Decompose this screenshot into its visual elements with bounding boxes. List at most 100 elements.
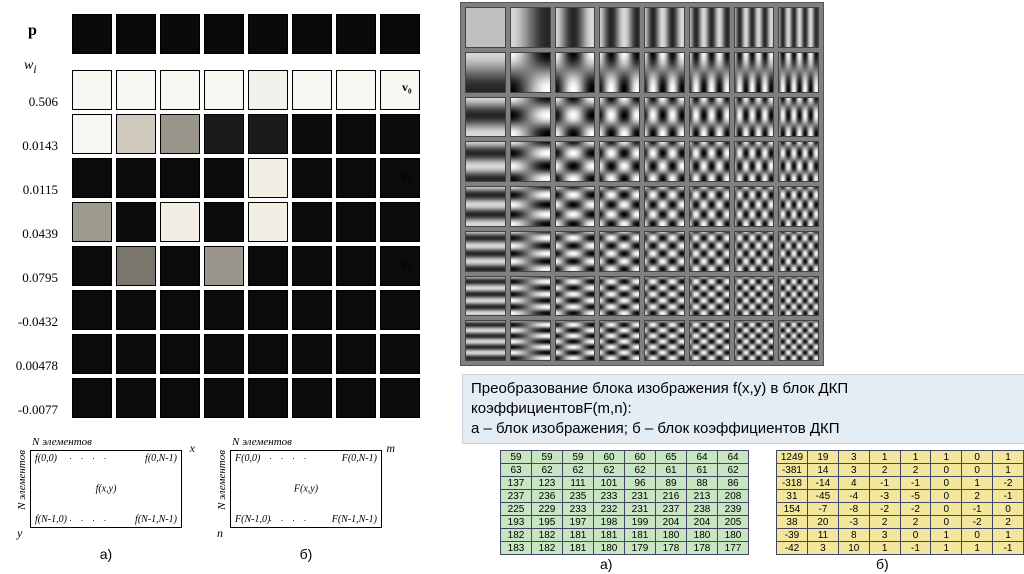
caption-line3: а – блок изображения; б – блок коэффицие… [471, 420, 840, 437]
table-green: 5959596060656464636262626261616213712311… [500, 450, 749, 555]
dct-tile [778, 52, 819, 93]
table-cell: 2 [900, 464, 931, 477]
table-cell: -45 [807, 490, 838, 503]
dct-tile [555, 276, 596, 317]
dct-tile [689, 231, 730, 272]
basis-cell [204, 246, 244, 286]
row-label-v2: v₂ [402, 168, 412, 183]
dct-tile [644, 141, 685, 182]
basis-cell [204, 334, 244, 374]
table-cell: 3 [838, 464, 869, 477]
dct-tile [644, 97, 685, 138]
table-cell: 1 [993, 529, 1024, 542]
basis-cell [248, 378, 288, 418]
table-cell: -381 [777, 464, 808, 477]
table-cell: 19 [807, 451, 838, 464]
basis-cell [72, 290, 112, 330]
basis-cell [336, 334, 376, 374]
basis-cell [380, 334, 420, 374]
table-cell: 180 [718, 529, 749, 542]
basis-cell [292, 290, 332, 330]
table-cell: 1 [931, 529, 962, 542]
table-cell: 2 [993, 516, 1024, 529]
table-row: -38114322001 [777, 464, 1024, 477]
basis-cell [336, 70, 376, 110]
table-cell: 2 [869, 464, 900, 477]
table-cell: 2 [962, 490, 993, 503]
table-cell: 235 [563, 490, 594, 503]
dct-tile [465, 276, 506, 317]
table-row: 225229233232231237238239 [501, 503, 749, 516]
dct-tile [778, 141, 819, 182]
weight-value: -0.0077 [6, 388, 58, 432]
table-row: 3820-3220-22 [777, 516, 1024, 529]
basis-grid [72, 70, 420, 422]
basis-cell [336, 114, 376, 154]
table-cell: 64 [718, 451, 749, 464]
table-cell: 0 [993, 503, 1024, 516]
table-cell: 225 [501, 503, 532, 516]
table-cell: -1 [962, 503, 993, 516]
dct-tile [599, 186, 640, 227]
table-row: 13712311110196898886 [501, 477, 749, 490]
table-cell: 1 [869, 451, 900, 464]
table-cell: 229 [532, 503, 563, 516]
basis-row [72, 378, 420, 418]
table-cell: 236 [532, 490, 563, 503]
table-cell: 101 [594, 477, 625, 490]
basis-cell [116, 202, 156, 242]
table-cell: -14 [807, 477, 838, 490]
dct-tile [599, 52, 640, 93]
dct-tile [778, 97, 819, 138]
basis-cell [116, 378, 156, 418]
dct-tile [644, 7, 685, 48]
p-cell [72, 14, 112, 54]
table-row: 6362626262616162 [501, 464, 749, 477]
dct-tile [689, 141, 730, 182]
dct-tile [510, 7, 551, 48]
p-cell [336, 14, 376, 54]
basis-row [72, 290, 420, 330]
basis-cell [248, 246, 288, 286]
table-cell: 1 [931, 451, 962, 464]
basis-cell [72, 158, 112, 198]
table-cell: -1 [993, 542, 1024, 555]
dct-tile [555, 52, 596, 93]
dct-tile [599, 141, 640, 182]
p-cell [116, 14, 156, 54]
row-label-v0: v₀ [402, 80, 412, 95]
weight-value: 0.0795 [6, 256, 58, 300]
dct-tile [555, 141, 596, 182]
table-cell: 204 [687, 516, 718, 529]
table-cell: 0 [931, 503, 962, 516]
table-cell: 0 [931, 464, 962, 477]
basis-cell [248, 334, 288, 374]
table-cell: 1 [869, 542, 900, 555]
table-cell: -7 [807, 503, 838, 516]
basis-cell [292, 158, 332, 198]
dct-tile [734, 141, 775, 182]
table-row: -3911830101 [777, 529, 1024, 542]
table-cell: 177 [718, 542, 749, 555]
table-cell: 59 [501, 451, 532, 464]
table-cell: 180 [656, 529, 687, 542]
table-cell: 14 [807, 464, 838, 477]
dct-tile [734, 7, 775, 48]
basis-cell [116, 334, 156, 374]
table-cell: 61 [656, 464, 687, 477]
schem-a-top: N элементов [32, 436, 92, 448]
basis-cell [292, 378, 332, 418]
table-cell: -3 [869, 490, 900, 503]
basis-row [72, 158, 420, 198]
dct-tile [510, 186, 551, 227]
p-row [72, 14, 420, 54]
dct-tile [465, 141, 506, 182]
table-cell: 10 [838, 542, 869, 555]
table-cell: -318 [777, 477, 808, 490]
dct-tile [689, 276, 730, 317]
table-cell: 2 [900, 516, 931, 529]
schem-a-caption: а) [30, 546, 182, 562]
dct-tile [689, 320, 730, 361]
schem-a-box: f(0,0) f(0,N-1) f(N-1,0) f(N-1,N-1) f(x,… [30, 450, 182, 528]
basis-cell [292, 202, 332, 242]
